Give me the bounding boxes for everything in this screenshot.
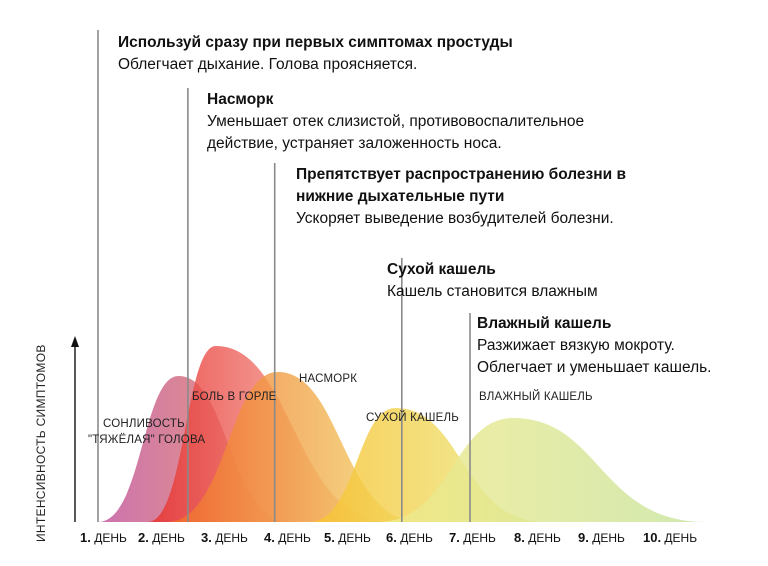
- annotation-title: Используй сразу при первых симптомах про…: [118, 34, 513, 51]
- x-tick-label: 4. ДЕНЬ: [264, 530, 311, 545]
- series-label-heavy-head: "ТЯЖЁЛАЯ" ГОЛОВА: [88, 434, 206, 446]
- annotation-title: Препятствует распространению болезни в: [296, 166, 626, 183]
- annotation-text: Уменьшает отек слизистой, противовоспали…: [207, 113, 585, 130]
- annotation-text: Облегчает дыхание. Голова проясняется.: [118, 56, 418, 73]
- annotation-spread: Препятствует распространению болезни в н…: [296, 164, 756, 230]
- annotation-dry-cough: Сухой кашель Кашель становится влажным: [387, 259, 747, 303]
- x-tick-label: 8. ДЕНЬ: [514, 530, 561, 545]
- x-tick-label: 10. ДЕНЬ: [643, 530, 698, 545]
- annotation-title: Сухой кашель: [387, 261, 496, 278]
- annotation-text: Облегчает и уменьшает кашель.: [477, 359, 712, 376]
- series-area-4: [308, 408, 545, 522]
- annotation-wet-cough: Влажный кашель Разжижает вязкую мокроту.…: [477, 313, 762, 379]
- y-axis-label: ИНТЕНСИВНОСТЬ СИМПТОМОВ: [34, 344, 48, 542]
- series-area-5: [377, 418, 706, 522]
- x-tick-label: 3. ДЕНЬ: [201, 530, 248, 545]
- annotation-text: Ускоряет выведение возбудителей болезни.: [296, 210, 614, 227]
- treatment-marker-lines: [97, 30, 471, 522]
- series-label-sore-throat: БОЛЬ В ГОРЛЕ: [192, 391, 277, 403]
- series-label-wet-cough: ВЛАЖНЫЙ КАШЕЛЬ: [479, 391, 593, 403]
- annotation-title-line2: нижние дыхательные пути: [296, 188, 505, 205]
- annotation-text: Кашель становится влажным: [387, 283, 598, 300]
- annotation-title: Насморк: [207, 91, 274, 108]
- annotation-title: Влажный кашель: [477, 315, 612, 332]
- series-label-drowsiness: СОНЛИВОСТЬ: [103, 418, 185, 430]
- annotation-runny-nose: Насморк Уменьшает отек слизистой, против…: [207, 89, 727, 155]
- series-label-runny-nose: НАСМОРК: [299, 373, 358, 385]
- annotation-text: Разжижает вязкую мокроту.: [477, 337, 675, 354]
- series-curves: [98, 346, 706, 522]
- y-axis-arrow: [71, 336, 79, 347]
- x-tick-label: 2. ДЕНЬ: [138, 530, 185, 545]
- x-tick-label: 5. ДЕНЬ: [324, 530, 371, 545]
- series-label-dry-cough: СУХОЙ КАШЕЛЬ: [366, 412, 459, 424]
- x-tick-label: 9. ДЕНЬ: [578, 530, 625, 545]
- annotation-text: действие, устраняет заложенность носа.: [207, 135, 502, 152]
- x-tick-label: 6. ДЕНЬ: [386, 530, 433, 545]
- x-tick-label: 7. ДЕНЬ: [449, 530, 496, 545]
- annotation-first-symptoms: Используй сразу при первых симптомах про…: [118, 32, 638, 76]
- x-tick-label: 1. ДЕНЬ: [80, 530, 127, 545]
- y-axis: [71, 336, 79, 522]
